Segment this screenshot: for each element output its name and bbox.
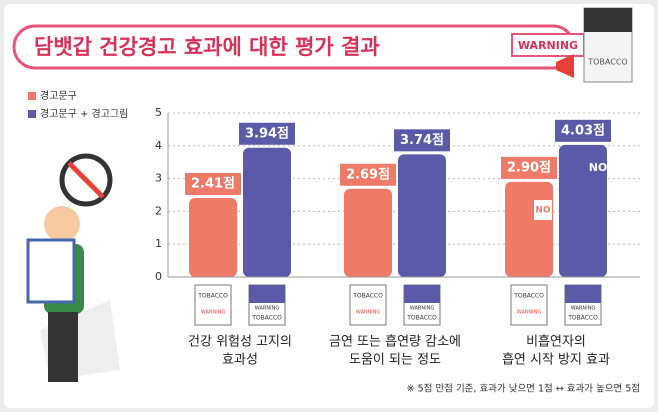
value-label: 3.74점	[400, 133, 444, 148]
no-sign-text: NO	[589, 161, 608, 174]
y-tick-label: 4	[155, 139, 162, 152]
pack-warning: WARNING	[356, 310, 381, 316]
pack-text: TOBACCO	[587, 58, 627, 67]
value-label: 4.03점	[561, 123, 605, 138]
pack-text: TOBACCO	[567, 315, 598, 322]
pack-picture	[565, 285, 601, 303]
clipboard	[26, 238, 76, 304]
legend-swatch	[28, 92, 36, 100]
value-label-box	[239, 122, 295, 145]
chart-title: 담뱃갑 건강경고 효과에 대한 평가 결과	[34, 35, 380, 59]
value-label-box	[340, 163, 396, 186]
pack-warning: WARNING	[410, 306, 435, 312]
pack-picture	[404, 285, 440, 303]
bar	[243, 147, 291, 277]
pack-warning: WARNING	[201, 310, 226, 316]
pack-text: TOBACCO	[352, 293, 383, 300]
person-legs	[48, 312, 78, 382]
x-tick-label: 금연 또는 흡연량 감소에	[329, 335, 461, 350]
legend-label: 경고문구	[40, 89, 77, 102]
pack	[194, 284, 232, 326]
x-tick-label: 비흡연자의	[526, 335, 586, 350]
bar	[559, 144, 607, 277]
no-sign-text: NO	[535, 206, 551, 216]
value-label: 2.69점	[346, 167, 390, 182]
pack-warning: WARNING	[517, 310, 542, 316]
person-head	[44, 206, 80, 242]
legend-swatch	[28, 110, 36, 118]
bar	[344, 188, 392, 277]
bar	[398, 154, 446, 277]
x-tick-label: 도움이 되는 정도	[349, 353, 441, 368]
pack	[349, 284, 387, 326]
pack-text: TOBACCO	[251, 315, 282, 322]
y-tick-label: 2	[155, 204, 162, 217]
pack-warning: WARNING	[255, 306, 280, 312]
no-smoking-slash	[67, 161, 105, 199]
value-label-box	[555, 119, 611, 142]
value-label: 2.90점	[507, 160, 551, 175]
value-label: 2.41점	[191, 176, 235, 191]
warning-badge-text: WARNING	[518, 39, 578, 52]
pack-picture	[249, 285, 285, 303]
legend-label: 경고문구 + 경고그림	[40, 107, 128, 120]
x-tick-label: 건강 위험성 고지의	[188, 335, 292, 350]
pack-text: TOBACCO	[513, 293, 544, 300]
panel	[4, 4, 654, 408]
pack-text: TOBACCO	[197, 293, 228, 300]
bar	[189, 197, 237, 277]
megaphone-icon	[556, 54, 574, 78]
y-tick-label: 3	[155, 172, 162, 185]
y-tick-label: 1	[155, 237, 162, 250]
note: ※ 5점 만점 기준, 효과가 낮으면 1점 ↔ 효과가 높으면 5점	[407, 383, 640, 395]
pack-top	[584, 8, 632, 32]
value-label-box	[394, 129, 450, 152]
pack-text: TOBACCO	[406, 315, 437, 322]
y-tick-label: 0	[155, 270, 162, 283]
x-tick-label: 흡연 시작 방지 효과	[502, 353, 610, 368]
value-label-box	[185, 172, 241, 195]
bar	[505, 181, 553, 277]
pack	[510, 284, 548, 326]
pack-warning: WARNING	[571, 306, 596, 312]
x-tick-label: 효과성	[222, 353, 258, 368]
no-sign	[534, 200, 552, 220]
value-label: 3.94점	[245, 126, 289, 141]
y-tick-label: 5	[155, 106, 162, 119]
value-label-box	[501, 156, 557, 179]
